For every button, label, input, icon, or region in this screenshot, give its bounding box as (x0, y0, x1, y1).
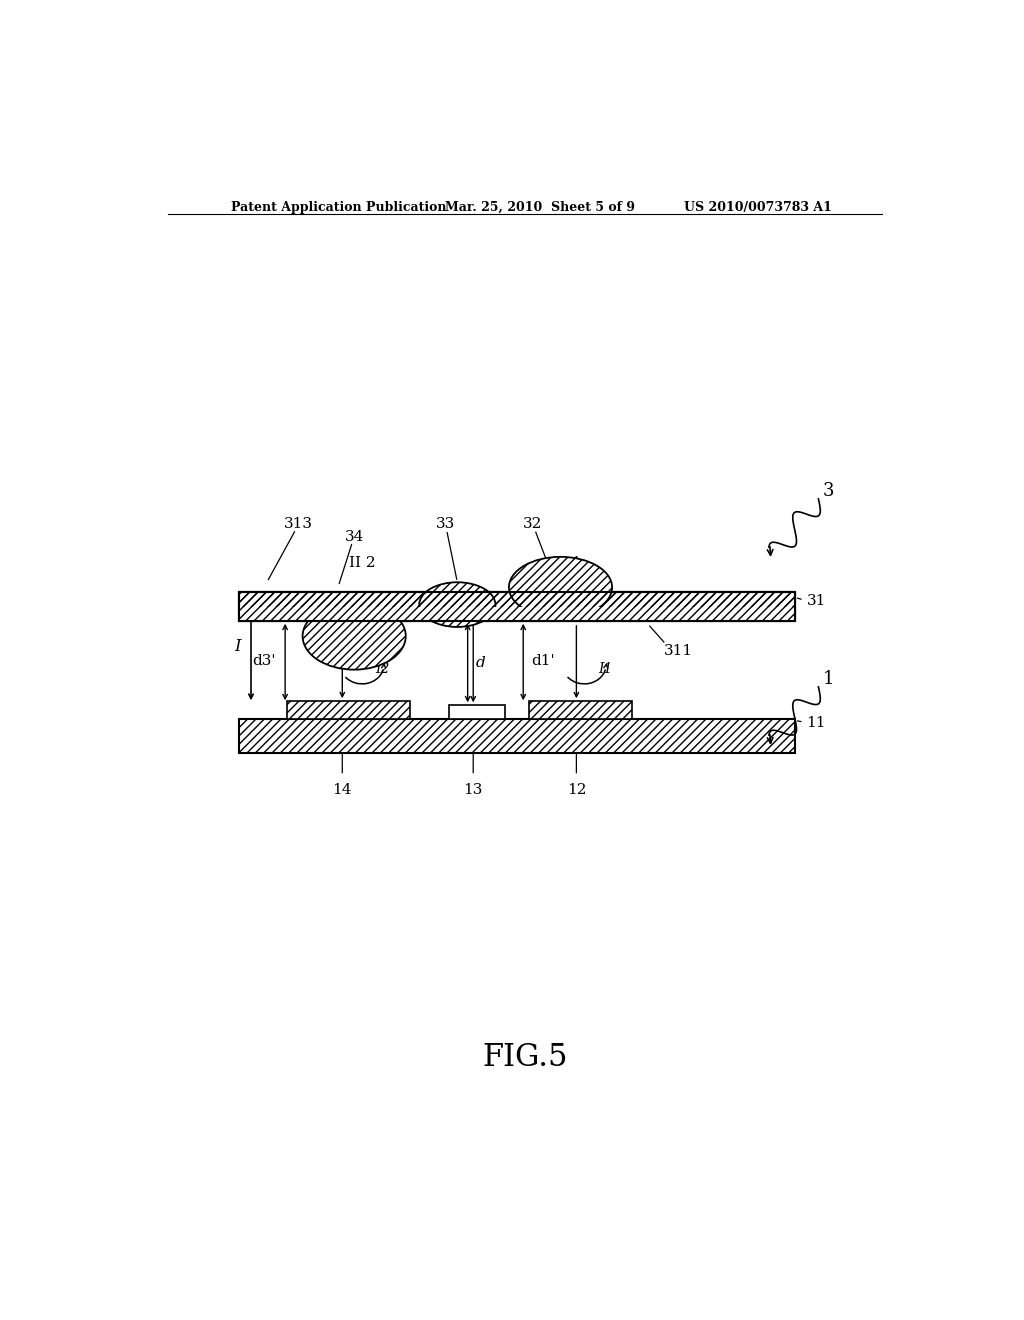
Text: II 2: II 2 (348, 556, 375, 570)
Text: d3': d3' (252, 653, 275, 668)
Text: d1': d1' (531, 653, 555, 668)
Bar (240, 593, 795, 620)
Text: 31: 31 (807, 594, 826, 607)
Text: I1: I1 (598, 661, 612, 676)
Text: 13: 13 (464, 784, 483, 797)
Bar (287, 701, 410, 719)
Bar (450, 705, 505, 719)
Text: Mar. 25, 2010  Sheet 5 of 9: Mar. 25, 2010 Sheet 5 of 9 (445, 201, 636, 214)
Ellipse shape (303, 602, 406, 669)
Text: d: d (475, 656, 485, 671)
Text: 3: 3 (822, 482, 834, 500)
Ellipse shape (303, 602, 406, 669)
Text: 311: 311 (664, 644, 693, 659)
Text: I2: I2 (376, 661, 390, 676)
Bar (240, 607, 795, 620)
Ellipse shape (419, 582, 496, 627)
Text: 11: 11 (807, 715, 826, 730)
Text: 34: 34 (344, 529, 364, 544)
Text: Patent Application Publication: Patent Application Publication (231, 201, 446, 214)
Text: I: I (234, 639, 241, 655)
Text: 32: 32 (523, 517, 543, 532)
Text: US 2010/0073783 A1: US 2010/0073783 A1 (684, 201, 831, 214)
Bar (240, 593, 795, 620)
Text: 12: 12 (566, 784, 586, 797)
Text: 33: 33 (436, 517, 455, 532)
Text: II 1: II 1 (555, 556, 582, 570)
Text: 313: 313 (284, 517, 313, 532)
Ellipse shape (509, 557, 612, 618)
Bar (528, 701, 632, 719)
Text: 1: 1 (822, 669, 834, 688)
Ellipse shape (419, 582, 496, 627)
Bar (240, 719, 795, 752)
Text: 14: 14 (333, 784, 352, 797)
Text: FIG.5: FIG.5 (482, 1043, 567, 1073)
Ellipse shape (509, 557, 612, 618)
Bar (240, 593, 795, 620)
